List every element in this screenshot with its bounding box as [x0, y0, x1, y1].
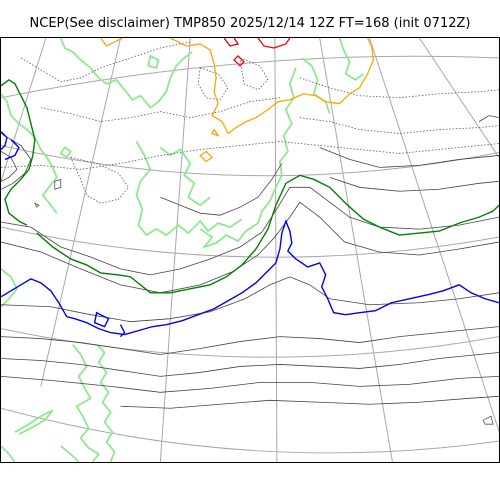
isotherm: [120, 395, 499, 409]
contour-minus-12c: [211, 128, 220, 137]
isotherm: [319, 147, 499, 168]
contour-minus-18c: [223, 38, 240, 47]
contour-minus-12c: [199, 150, 214, 163]
coastline: [147, 54, 160, 69]
longitude-line: [159, 38, 191, 462]
small-features: [33, 178, 494, 425]
isotherm: [329, 176, 499, 192]
coastline: [95, 343, 116, 462]
isotherm: [478, 115, 499, 122]
contour-minus-6c: [1, 131, 8, 150]
contour-minus-6c: [4, 139, 20, 161]
weather-map: [0, 37, 500, 463]
coastline: [72, 343, 100, 462]
longitude-line: [1, 38, 47, 183]
contour-red: [223, 38, 291, 67]
contour-0c: [1, 78, 36, 226]
contour-minus-6c: [93, 311, 110, 328]
coastline: [199, 67, 297, 249]
isotherm-dotted: [299, 117, 499, 134]
small-island: [33, 202, 40, 208]
isotherm-dotted: [197, 67, 229, 101]
isotherm: [1, 201, 499, 294]
contour-green: [1, 78, 499, 294]
isotherm: [1, 352, 499, 377]
isotherm-dotted: [299, 77, 499, 99]
coastline: [135, 141, 243, 237]
contour-minus-18c: [233, 55, 245, 67]
coastline: [301, 57, 331, 114]
coastline: [1, 93, 58, 214]
contour-orange: [100, 38, 375, 163]
coastline: [1, 445, 16, 462]
isotherms-dotted: [1, 41, 499, 204]
isotherm: [1, 151, 18, 182]
isotherms-solid: [1, 115, 499, 409]
isotherm-dotted: [70, 156, 129, 204]
isotherm-dotted: [1, 141, 499, 170]
latitude-line: [1, 55, 499, 99]
coastline: [59, 146, 72, 159]
contour-minus-12c: [100, 38, 123, 47]
chart-title: NCEP(See disclaimer) TMP850 2025/12/14 1…: [29, 16, 471, 31]
longitude-line: [369, 38, 499, 432]
weather-map-svg: [1, 38, 499, 462]
isotherm: [1, 376, 499, 393]
longitude-line: [418, 38, 499, 158]
longitude-line: [40, 38, 122, 387]
graticule-longitudes: [1, 38, 499, 462]
isotherm-dotted: [20, 41, 191, 83]
coastlines: [1, 38, 365, 462]
isotherm: [160, 163, 283, 216]
longitude-line: [319, 38, 393, 462]
latitude-line: [1, 226, 499, 258]
small-island: [482, 415, 494, 425]
isotherm: [1, 186, 499, 276]
isotherm-dotted: [239, 57, 269, 91]
contour-minus-6c: [1, 219, 499, 336]
latitude-line: [1, 328, 499, 358]
coastline: [59, 38, 193, 109]
contour-minus-12c: [170, 38, 375, 135]
latitude-line: [1, 145, 499, 177]
coastline: [338, 38, 365, 81]
isotherm: [1, 276, 499, 323]
contour-0c: [36, 174, 499, 294]
small-island: [54, 178, 62, 190]
contour-minus-18c: [257, 38, 291, 49]
longitude-line: [274, 38, 278, 462]
contour-blue: [1, 131, 499, 338]
isotherm: [1, 326, 499, 355]
coastline: [159, 146, 211, 207]
latitude-line: [1, 407, 499, 454]
contour-minus-6c: [119, 324, 126, 338]
coastline: [60, 445, 80, 462]
isotherm-dotted: [40, 97, 280, 123]
coastline: [1, 268, 18, 308]
coastline: [14, 409, 54, 435]
